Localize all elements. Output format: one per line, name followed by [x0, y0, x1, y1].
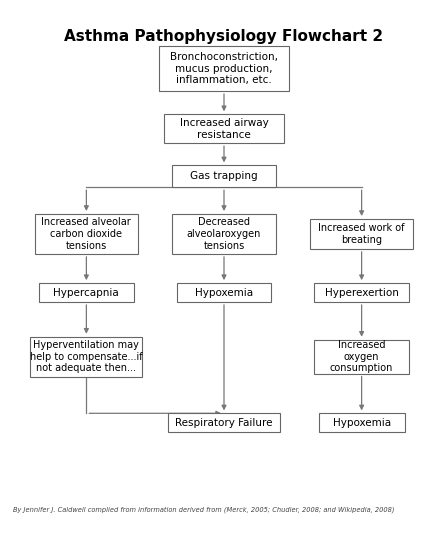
FancyBboxPatch shape [310, 219, 413, 249]
Text: Decreased
alveolaroxygen
tensions: Decreased alveolaroxygen tensions [187, 217, 261, 251]
Text: Bronchoconstriction,
mucus production,
inflammation, etc.: Bronchoconstriction, mucus production, i… [170, 52, 278, 85]
Text: Hypoxemia: Hypoxemia [332, 418, 391, 428]
Text: Asthma Pathophysiology Flowchart 2: Asthma Pathophysiology Flowchart 2 [65, 29, 383, 44]
FancyBboxPatch shape [164, 114, 284, 143]
FancyBboxPatch shape [168, 413, 280, 432]
FancyBboxPatch shape [314, 283, 409, 302]
FancyBboxPatch shape [30, 337, 142, 377]
Text: Gas trapping: Gas trapping [190, 171, 258, 181]
Text: Increased alveolar
carbon dioxide
tensions: Increased alveolar carbon dioxide tensio… [42, 217, 131, 251]
Text: Hypercapnia: Hypercapnia [53, 287, 119, 297]
FancyBboxPatch shape [35, 214, 138, 254]
Text: Increased
oxygen
consumption: Increased oxygen consumption [330, 340, 393, 373]
FancyBboxPatch shape [177, 283, 271, 302]
Text: By Jennifer J. Caldwell complied from information derived from (Merck, 2005; Chu: By Jennifer J. Caldwell complied from in… [13, 506, 395, 513]
Text: Hyperventilation may
help to compensate...if
not adequate then...: Hyperventilation may help to compensate.… [30, 340, 142, 373]
Text: Hypoxemia: Hypoxemia [195, 287, 253, 297]
FancyBboxPatch shape [314, 340, 409, 374]
FancyBboxPatch shape [159, 46, 289, 91]
Text: Respiratory Failure: Respiratory Failure [175, 418, 273, 428]
FancyBboxPatch shape [319, 413, 405, 432]
FancyBboxPatch shape [39, 283, 134, 302]
FancyBboxPatch shape [172, 214, 276, 254]
FancyBboxPatch shape [172, 165, 276, 187]
Text: Increased work of
breating: Increased work of breating [319, 223, 405, 245]
Text: Hyperexertion: Hyperexertion [325, 287, 399, 297]
Text: Increased airway
resistance: Increased airway resistance [180, 118, 268, 140]
